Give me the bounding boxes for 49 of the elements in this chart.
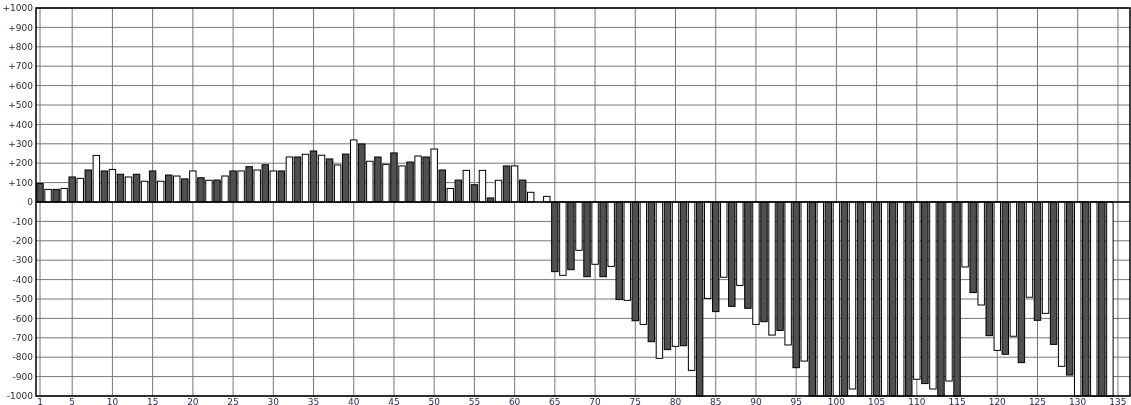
x-tick-label: 120 xyxy=(988,396,1007,405)
x-tick-label: 65 xyxy=(549,396,561,405)
y-tick-label: -100 xyxy=(12,216,34,227)
y-tick-label: +300 xyxy=(8,138,34,149)
y-tick-label: -700 xyxy=(12,332,34,343)
x-tick-label: 85 xyxy=(710,396,722,405)
x-tick-label: 15 xyxy=(146,396,159,405)
x-tick-label: 75 xyxy=(629,396,642,405)
y-tick-label: -400 xyxy=(12,274,34,285)
x-tick-label: 95 xyxy=(790,396,802,405)
y-tick-label: 0 xyxy=(27,197,34,208)
x-tick-label: 1 xyxy=(37,396,43,405)
y-tick-label: +500 xyxy=(8,100,34,111)
x-tick-label: 105 xyxy=(868,396,886,405)
x-tick-label: 100 xyxy=(827,396,846,405)
x-tick-label: 35 xyxy=(307,396,320,405)
y-tick-label: +800 xyxy=(8,41,34,52)
x-tick-label: 45 xyxy=(388,396,400,405)
x-tick-label: 80 xyxy=(669,396,682,405)
x-tick-label: 110 xyxy=(908,396,926,405)
y-tick-label: +100 xyxy=(8,177,34,188)
x-tick-label: 10 xyxy=(106,396,119,405)
x-tick-label: 40 xyxy=(348,396,360,405)
y-tick-label: +1000 xyxy=(2,3,34,14)
x-tick-label: 20 xyxy=(187,396,199,405)
y-tick-label: +600 xyxy=(8,80,34,91)
y-tick-label: +900 xyxy=(8,22,34,33)
x-tick-label: 125 xyxy=(1028,396,1047,405)
y-tick-label: +200 xyxy=(8,158,34,169)
y-tick-label: +700 xyxy=(8,61,34,72)
y-tick-label: -900 xyxy=(12,371,34,382)
x-tick-label: 130 xyxy=(1069,396,1087,405)
y-tick-label: +400 xyxy=(8,119,34,130)
x-tick-label: 55 xyxy=(468,396,481,405)
y-tick-label: -600 xyxy=(12,313,34,324)
y-tick-label: -1000 xyxy=(6,391,34,402)
y-tick-label: -300 xyxy=(12,255,34,266)
x-tick-label: 90 xyxy=(750,396,762,405)
x-tick-label: 60 xyxy=(508,396,521,405)
y-tick-label: -800 xyxy=(12,352,34,363)
x-tick-label: 25 xyxy=(227,396,239,405)
x-tick-label: 30 xyxy=(267,396,280,405)
x-tick-label: 5 xyxy=(69,396,76,405)
x-tick-label: 70 xyxy=(589,396,602,405)
x-tick-label: 115 xyxy=(948,396,966,405)
y-tick-label: -500 xyxy=(12,294,34,305)
x-tick-label: 50 xyxy=(428,396,441,405)
x-tick-label: 135 xyxy=(1109,396,1127,405)
y-tick-label: -200 xyxy=(12,235,34,246)
